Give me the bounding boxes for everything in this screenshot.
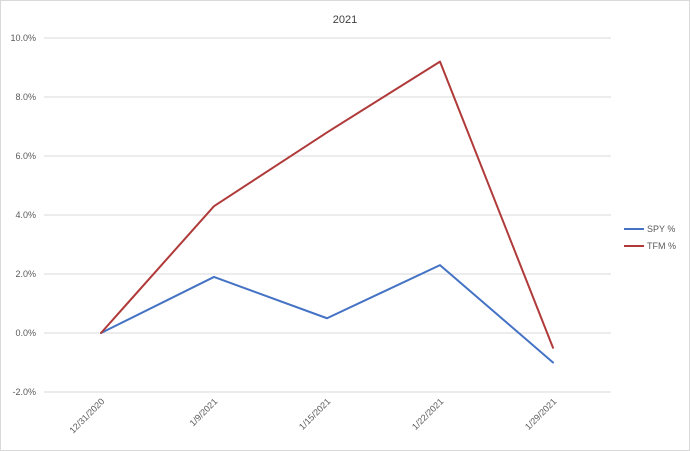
series-line	[100, 264, 554, 364]
x-tick-label: 12/31/2020	[67, 396, 106, 435]
legend-label: TFM %	[647, 241, 676, 251]
y-tick-label: 10.0%	[10, 33, 36, 43]
gridlines	[44, 37, 611, 393]
y-tick-label: 2.0%	[15, 269, 36, 279]
x-tick-label: 1/15/2021	[297, 396, 332, 431]
legend: SPY % TFM %	[624, 224, 676, 251]
y-axis-ticks: -2.0% 0.0% 2.0% 4.0% 6.0% 8.0% 10.0%	[10, 33, 36, 397]
x-tick-label: 1/22/2021	[410, 396, 445, 431]
x-tick-label: 1/9/2021	[188, 396, 220, 428]
y-tick-label: -2.0%	[12, 387, 36, 397]
series-lines	[100, 60, 554, 364]
x-axis-ticks: 12/31/2020 1/9/2021 1/15/2021 1/22/2021 1/29…	[67, 396, 558, 435]
y-tick-label: 8.0%	[15, 92, 36, 102]
chart-title: 2021	[333, 14, 357, 26]
y-tick-label: 0.0%	[15, 328, 36, 338]
x-tick-label: 1/29/2021	[523, 396, 558, 431]
legend-label: SPY %	[647, 224, 675, 234]
y-tick-label: 4.0%	[15, 210, 36, 220]
y-tick-label: 6.0%	[15, 151, 36, 161]
